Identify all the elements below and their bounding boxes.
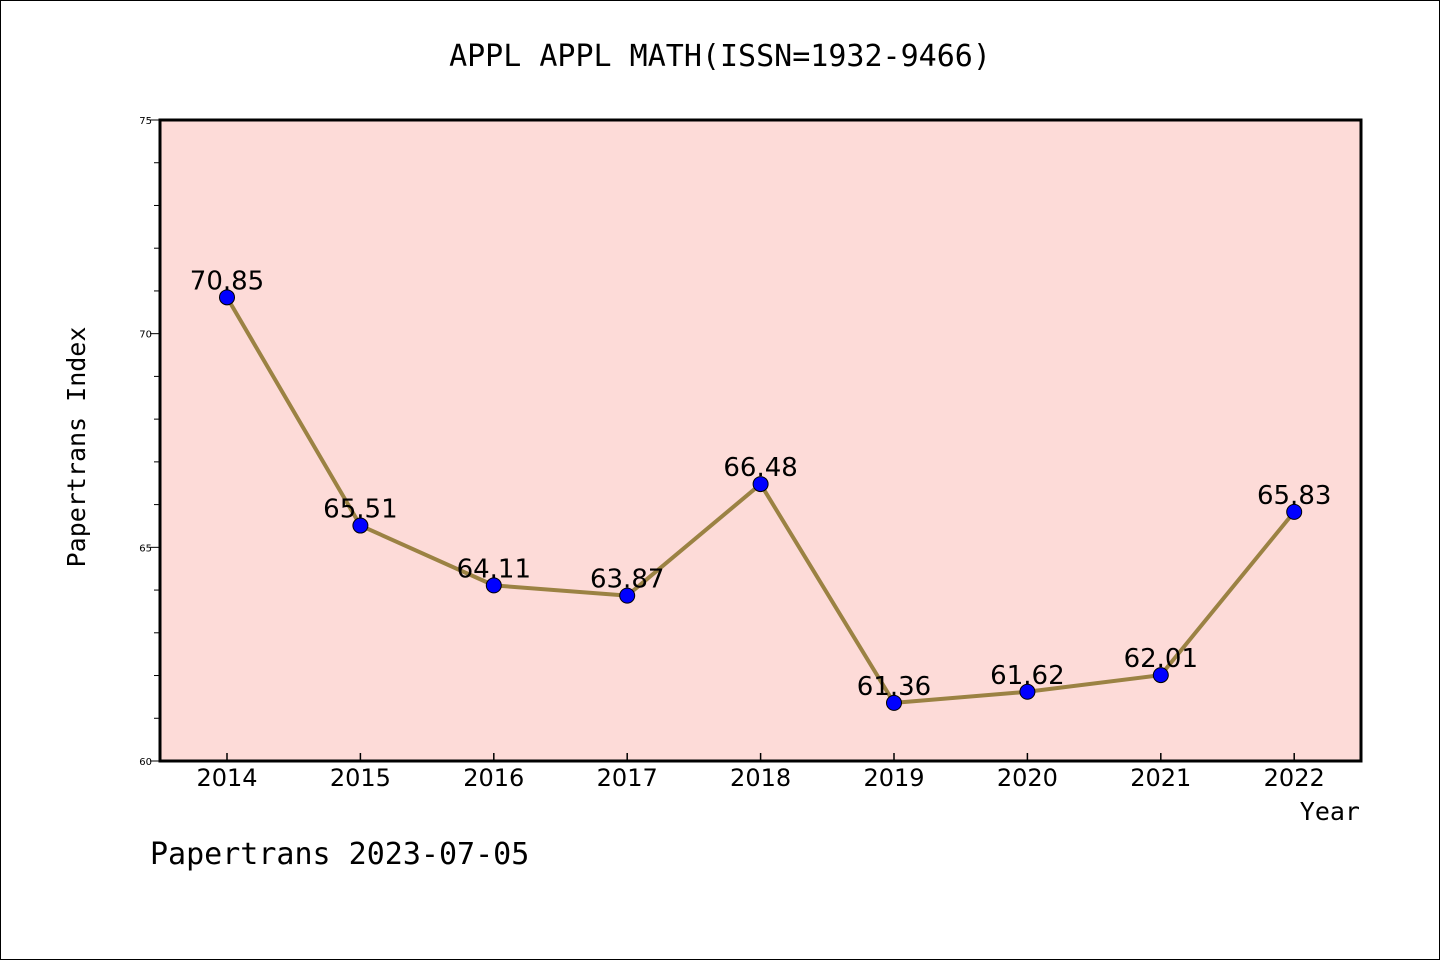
- data-label: 64.11: [457, 554, 531, 584]
- data-point: [219, 289, 235, 306]
- x-tick-label: 2020: [997, 764, 1058, 792]
- markers-group: [219, 289, 1303, 711]
- data-label: 62.01: [1124, 644, 1198, 674]
- x-tick-label: 2018: [730, 764, 791, 792]
- footer-date-stamp: Papertrans 2023-07-05: [150, 837, 529, 872]
- data-label: 66.48: [723, 453, 797, 483]
- x-tick-label: 2021: [1130, 764, 1191, 792]
- data-point: [752, 476, 769, 493]
- data-labels-group: 70.85 65.51 64.11 63.87 66.48 61.36 61.62 62.01…: [190, 266, 1332, 702]
- x-tick-label: 2022: [1264, 764, 1325, 792]
- y-tick-label: 65: [139, 543, 152, 554]
- data-point: [352, 517, 369, 534]
- data-label: 63.87: [590, 565, 664, 595]
- y-axis: 60 65 70 75: [139, 116, 160, 768]
- x-axis-label: Year: [1300, 797, 1360, 826]
- chart-title: APPL APPL MATH(ISSN=1932-9466): [449, 39, 991, 74]
- x-tick-label: 2016: [463, 764, 524, 792]
- x-tick-label: 2017: [597, 764, 658, 792]
- data-label: 65.51: [323, 495, 397, 525]
- data-label: 61.62: [990, 661, 1064, 691]
- y-axis-label: Papertrans Index: [62, 327, 91, 568]
- data-point: [1286, 503, 1303, 520]
- y-tick-label: 60: [139, 757, 152, 768]
- y-tick-label: 70: [139, 330, 152, 341]
- x-tick-label: 2014: [196, 764, 257, 792]
- data-point: [1019, 683, 1036, 700]
- data-point: [485, 577, 502, 594]
- x-tick-label: 2015: [330, 764, 391, 792]
- data-point: [886, 694, 902, 711]
- data-point: [619, 587, 636, 604]
- data-label: 70.85: [190, 266, 264, 296]
- data-point: [1152, 667, 1169, 684]
- x-axis: 2014 2015 2016 2017 2018 2019 2020 2021 2022: [196, 753, 1325, 792]
- data-label: 65.83: [1257, 481, 1331, 511]
- y-tick-label: 75: [139, 116, 152, 127]
- x-tick-label: 2019: [863, 764, 924, 792]
- plot-area: [158, 118, 1363, 763]
- data-label: 61.36: [857, 672, 931, 702]
